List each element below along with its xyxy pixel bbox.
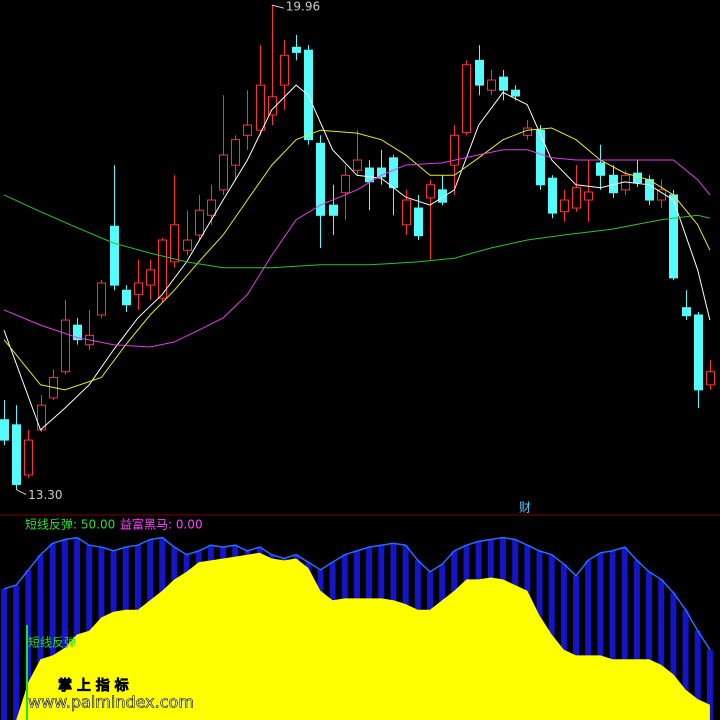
candle-body: [231, 139, 240, 166]
candle-body: [584, 191, 593, 201]
candle-body: [414, 207, 423, 237]
candle-body: [560, 199, 569, 213]
candle-body: [195, 209, 204, 236]
indicator-bar: [1, 588, 8, 720]
indicator-bar: [585, 560, 592, 720]
moving-average-line: [3, 127, 711, 391]
indicator-bar: [597, 552, 604, 720]
candle-body: [329, 204, 338, 216]
indicator-bar: [670, 592, 677, 720]
candle-body: [12, 424, 21, 485]
candle-body: [122, 289, 131, 306]
moving-average-line: [3, 194, 711, 269]
candle-body: [158, 239, 167, 299]
candle-body: [548, 177, 557, 214]
candle-body: [511, 89, 520, 97]
candle-body: [353, 159, 362, 171]
candle-body: [389, 157, 398, 189]
candle-body: [219, 154, 228, 191]
watermark-url: www.palmindex.com: [28, 693, 194, 712]
high-annotation: 19.96: [286, 0, 320, 14]
candle-body: [450, 134, 459, 166]
candle-body: [365, 167, 374, 183]
candle-body: [256, 84, 265, 131]
indicator-area: [4, 552, 710, 720]
indicator-bar: [49, 543, 56, 720]
candle-body: [24, 439, 33, 476]
candle-body: [706, 371, 715, 386]
indicator-bar: [61, 539, 68, 720]
candle-body: [536, 129, 545, 186]
indicator-bar: [706, 649, 713, 720]
candle-body: [341, 174, 350, 194]
moving-average-line: [3, 149, 711, 348]
indicator-bar: [658, 579, 665, 720]
candle-body: [183, 239, 192, 251]
indicator-bar: [609, 550, 616, 720]
indicator-bar: [74, 537, 81, 720]
indicator-bar: [13, 585, 20, 720]
indicator-bar: [633, 560, 640, 720]
candle-body: [243, 124, 252, 136]
candle-body: [316, 142, 325, 216]
indicator-bar: [621, 547, 628, 720]
indicator-bar: [37, 554, 44, 720]
legend-indicator-2: 益富黑马: 0.00: [120, 517, 203, 532]
candle-body: [377, 167, 386, 178]
price-panel: 19.96 13.30: [0, 0, 715, 502]
candle-body: [475, 59, 484, 86]
candle-body: [694, 314, 703, 391]
candle-body: [462, 64, 471, 133]
candle-body: [682, 307, 691, 317]
candle-body: [438, 189, 447, 203]
candle-body: [268, 96, 277, 116]
moving-average-line: [3, 84, 711, 431]
event-marker: 财: [519, 501, 531, 515]
annotation-pointer: [271, 4, 284, 9]
indicator-bar: [560, 564, 567, 720]
candle-body: [170, 224, 179, 263]
candle-body: [280, 54, 289, 86]
candle-body: [426, 184, 435, 199]
signal-label: 短线反弹: [28, 636, 76, 650]
candle-body: [146, 269, 155, 286]
candle-body: [61, 319, 70, 373]
candle-body: [645, 179, 654, 201]
candle-body: [37, 404, 46, 431]
candle-body: [572, 187, 581, 209]
candle-body: [0, 419, 9, 441]
indicator-bar: [25, 569, 32, 720]
indicator-line: [3, 536, 711, 651]
candle-body: [97, 282, 106, 316]
indicator-bar: [573, 575, 580, 720]
candle-body: [134, 282, 143, 296]
candle-body: [487, 79, 496, 91]
candle-body: [110, 225, 119, 286]
candle-body: [207, 199, 216, 216]
legend-indicator-1: 短线反弹: 50.00: [25, 518, 115, 532]
candle-body: [596, 162, 605, 176]
indicator-bar: [682, 609, 689, 720]
candle-body: [73, 324, 82, 341]
candle-body: [402, 199, 411, 226]
candle-body: [292, 46, 301, 53]
indicator-panel: [1, 536, 713, 720]
watermark: 掌 上 指 标: [58, 677, 129, 694]
low-annotation: 13.30: [28, 488, 62, 502]
candle-body: [499, 76, 508, 91]
indicator-bar: [694, 630, 701, 720]
indicator-bar: [646, 571, 653, 720]
annotation-pointer: [15, 489, 27, 495]
